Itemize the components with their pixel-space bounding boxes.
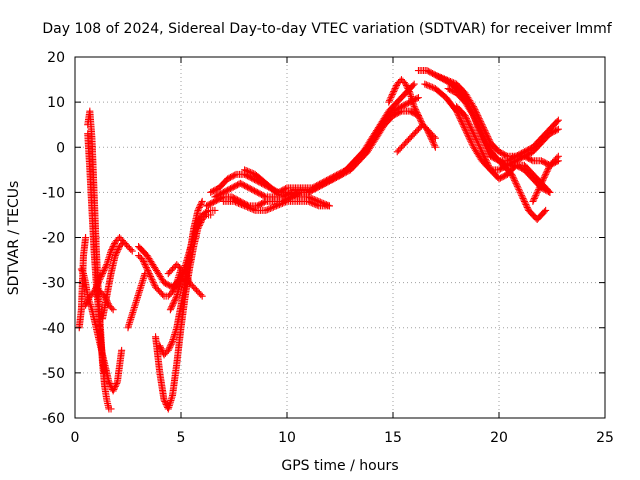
y-tick-label: -30 [42, 276, 65, 292]
data-points [75, 67, 562, 413]
chart-title: Day 108 of 2024, Sidereal Day-to-day VTE… [42, 21, 612, 37]
series-track-4 [82, 234, 128, 309]
series-track-14 [164, 261, 206, 300]
series-track-18 [219, 197, 333, 214]
y-tick-label: -10 [42, 185, 65, 201]
x-tick-label: 5 [177, 430, 186, 446]
x-tick-label: 10 [278, 430, 296, 446]
grid [75, 57, 605, 418]
series-track-8 [124, 270, 149, 332]
y-tick-label: -20 [42, 231, 65, 247]
y-tick-label: 0 [56, 140, 65, 156]
series-track-24 [431, 71, 562, 169]
series-track-25 [442, 76, 562, 160]
series-track-17 [202, 107, 422, 210]
y-tick-label: -60 [42, 411, 65, 427]
x-tick-label: 0 [71, 430, 80, 446]
axis-ticks: 0 5 10 15 20 25 -60 -50 -40 -30 -20 -10 0 10 20 [42, 50, 614, 446]
series-track-7 [99, 238, 136, 323]
y-tick-label: -50 [42, 366, 65, 382]
x-tick-label: 25 [596, 430, 614, 446]
series-track-27 [453, 103, 554, 196]
series-track-21 [393, 121, 439, 156]
y-tick-label: -40 [42, 321, 65, 337]
y-tick-label: 10 [47, 95, 65, 111]
y-axis-label: SDTVAR / TECUs [6, 181, 22, 296]
series-track-19 [241, 166, 333, 210]
series-track-28 [529, 152, 562, 205]
x-tick-label: 15 [384, 430, 402, 446]
x-axis-label: GPS time / hours [281, 458, 398, 474]
y-tick-label: 20 [47, 50, 65, 66]
series-track-15 [207, 80, 418, 196]
series-track-26 [444, 85, 562, 169]
x-tick-label: 20 [490, 430, 508, 446]
